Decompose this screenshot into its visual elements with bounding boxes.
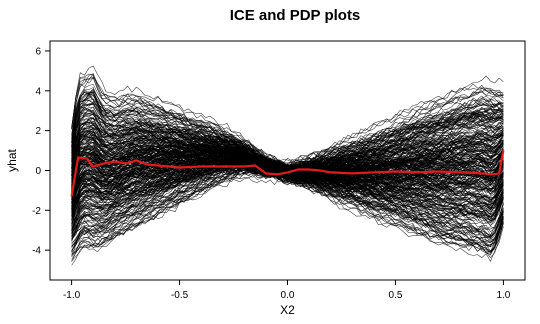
ice-curve: [71, 158, 504, 218]
x-tick-label: 1.0: [496, 290, 510, 301]
y-axis-label: yhat: [5, 148, 19, 171]
y-tick-label: -2: [32, 206, 41, 217]
ice-curve: [71, 171, 504, 253]
ice-curve: [71, 88, 504, 212]
ice-curve: [71, 73, 504, 163]
ice-curve: [71, 132, 504, 206]
y-tick-label: 0: [35, 166, 41, 177]
ice-curve: [71, 147, 504, 187]
ice-curve: [71, 162, 504, 226]
x-tick-label: -1.0: [63, 290, 81, 301]
ice-curve: [71, 124, 504, 172]
x-tick-label: -0.5: [171, 290, 189, 301]
x-axis: -1.0 -0.5 0.0 0.5 1.0: [63, 280, 511, 301]
x-axis-label: X2: [280, 303, 295, 317]
pdp-curve-layer: [70, 150, 505, 197]
y-tick-label: 2: [35, 126, 41, 137]
y-axis: -4 -2 0 2 4 6: [32, 46, 50, 257]
y-tick-label: -4: [32, 246, 41, 257]
ice-curves: [71, 65, 504, 266]
ice-curve: [71, 160, 504, 237]
ice-curve: [71, 112, 504, 176]
y-tick-label: 4: [35, 86, 41, 97]
y-tick-label: 6: [35, 46, 41, 57]
ice-curve: [71, 168, 504, 255]
plot-area: [70, 65, 505, 266]
ice-curve: [71, 76, 504, 164]
pdp-curve: [70, 150, 505, 197]
ice-curve: [71, 160, 504, 206]
ice-curve: [71, 75, 504, 209]
x-tick-label: 0.0: [281, 290, 295, 301]
ice-curve: [71, 143, 504, 186]
ice-curve: [71, 176, 504, 263]
chart-title: ICE and PDP plots: [230, 7, 361, 24]
x-tick-label: 0.5: [389, 290, 403, 301]
ice-curve: [71, 132, 504, 205]
